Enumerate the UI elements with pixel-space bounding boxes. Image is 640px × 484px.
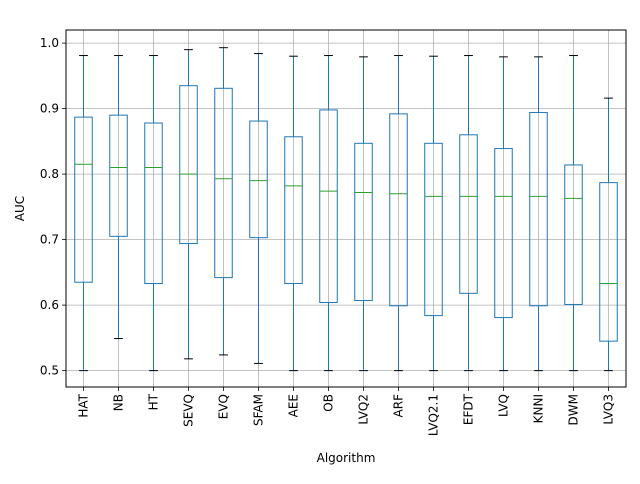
x-tick-label: LVQ3 [602,394,616,425]
iqr-box [319,109,338,303]
iqr-box [74,116,93,283]
box-sfam [249,53,268,364]
box-ob [319,55,338,372]
x-tick-label: NB [112,394,126,411]
y-tick-label: 0.7 [40,233,59,247]
iqr-box [144,122,163,285]
box-lvq [494,56,513,372]
iqr-box [214,87,233,279]
x-tick-label: EFDT [462,393,476,425]
iqr-box [354,142,373,302]
x-axis-ticks: HAT NB HT SEVQ EVQ SFAM AEE OB LVQ2 ARF LVQ2.1 EFDT… [77,387,616,436]
x-tick-label: LVQ2 [357,394,371,425]
x-tick-label: AEE [287,394,301,417]
y-axis-label: AUC [13,196,27,221]
iqr-box [179,85,198,245]
x-tick-label: ARF [392,394,406,418]
x-tick-label: HT [147,393,161,410]
box-sevq [179,49,198,360]
x-tick-label: LVQ [497,394,511,417]
box-nb [109,55,128,340]
box-hat [74,55,93,372]
x-tick-label: LVQ2.1 [427,394,441,436]
y-tick-label: 0.6 [40,298,59,312]
box-knni [529,56,548,372]
y-axis-ticks: 0.5 0.6 0.7 0.8 0.9 1.0 [40,36,66,378]
box-lvq2-1 [424,55,443,372]
x-tick-label: SFAM [252,394,266,426]
y-tick-label: 0.5 [40,364,59,378]
iqr-box [459,134,478,294]
box-evq [214,47,233,356]
iqr-box [389,113,408,307]
x-tick-label: HAT [77,393,91,417]
box-lvq3 [599,97,618,372]
x-tick-label: OB [322,394,336,412]
box-ht [144,55,163,372]
y-tick-label: 0.9 [40,102,59,116]
iqr-box [564,164,583,305]
y-tick-label: 1.0 [40,36,59,50]
x-tick-label: EVQ [217,394,231,419]
box-lvq2 [354,56,373,372]
iqr-box [284,136,303,285]
iqr-box [599,182,618,342]
x-tick-label: SEVQ [182,394,196,427]
x-axis-label: Algorithm [317,451,376,465]
x-tick-label: DWM [567,394,581,425]
boxes [74,47,618,372]
iqr-box [529,112,548,307]
box-efdt [459,55,478,372]
plot-frame [65,29,627,388]
iqr-box [424,142,443,317]
box-arf [389,55,408,372]
x-tick-label: KNNI [532,394,546,423]
box-dwm [564,55,583,372]
y-tick-label: 0.8 [40,167,59,181]
iqr-box [249,120,268,239]
iqr-box [109,114,128,237]
iqr-box [494,148,513,319]
box-aee [284,55,303,372]
